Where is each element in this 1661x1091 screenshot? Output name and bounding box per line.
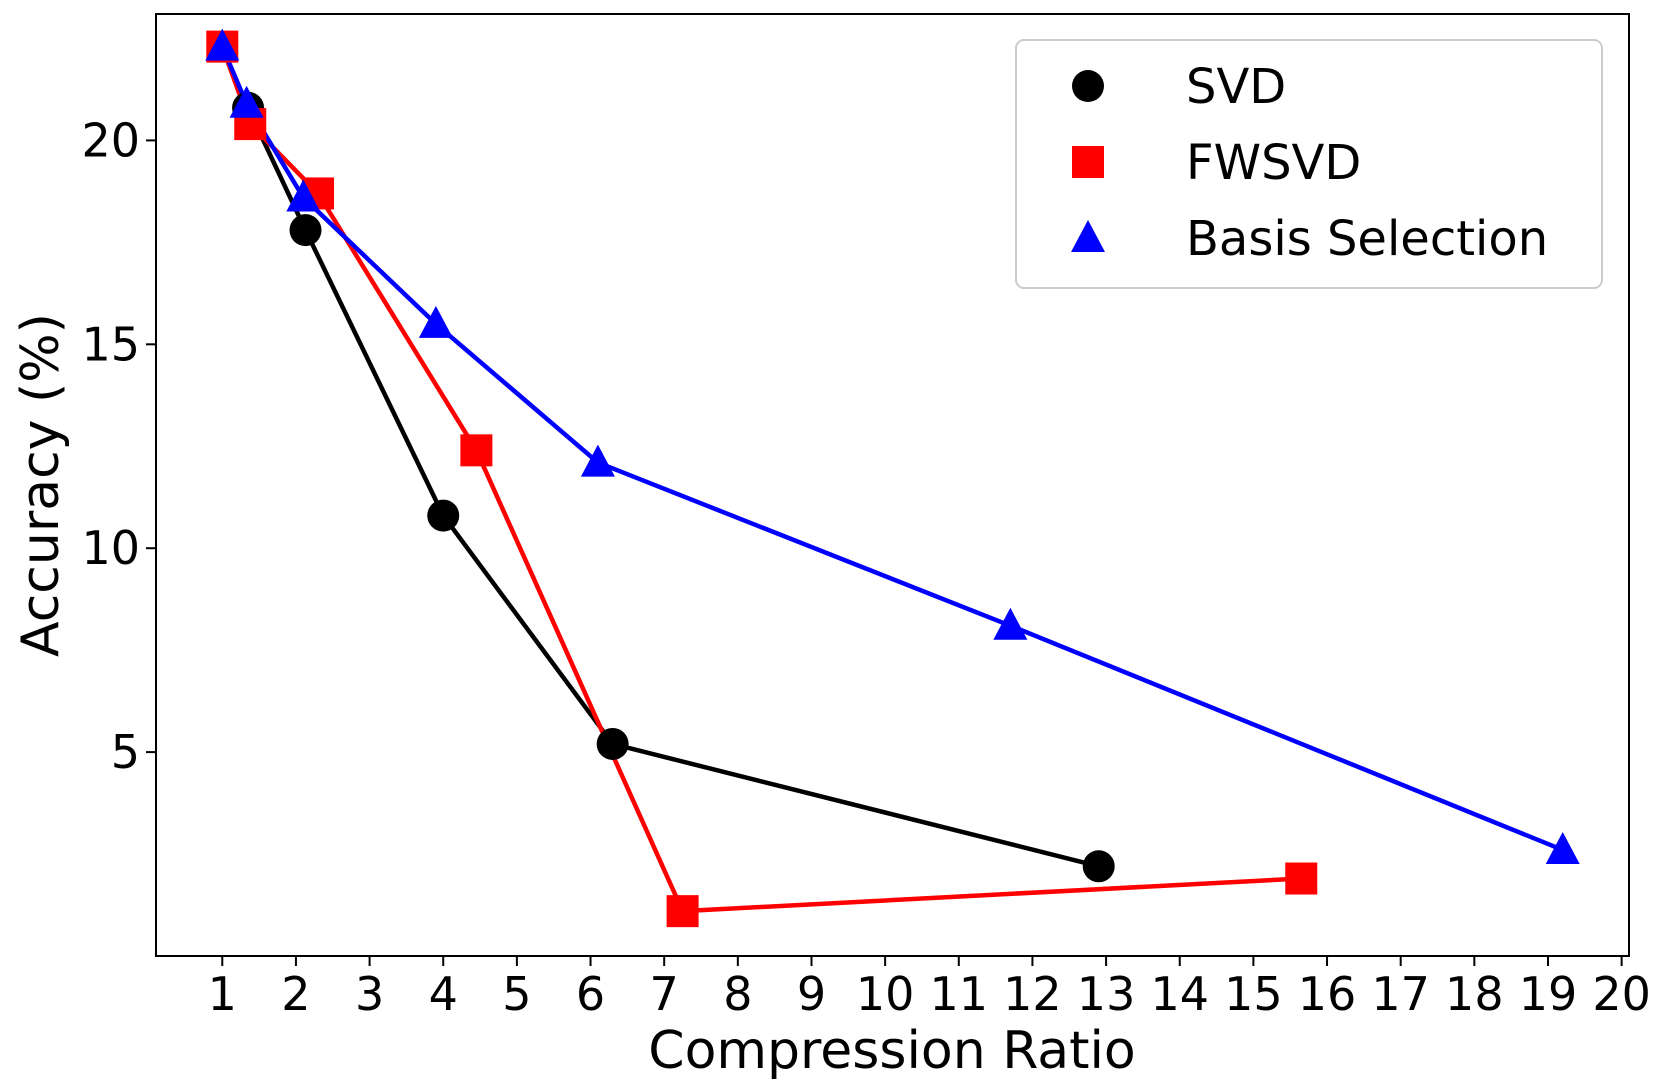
legend-entries: SVD FWSVD Basis Selection <box>1071 59 1548 267</box>
y-tick-label: 10 <box>81 521 140 575</box>
svd-point <box>596 727 629 760</box>
basis-selection-point <box>1545 831 1580 864</box>
svd-point <box>1082 850 1115 883</box>
x-tick-label: 1 <box>208 967 237 1021</box>
x-tick-label: 12 <box>1003 967 1062 1021</box>
y-axis-label: Accuracy (%) <box>11 313 71 657</box>
series-markers <box>205 28 1580 928</box>
x-tick-label: 15 <box>1224 967 1283 1021</box>
x-tick-label: 4 <box>429 967 458 1021</box>
legend-box <box>1015 39 1603 289</box>
basis-selection-point <box>993 607 1028 640</box>
legend-svd-label: SVD <box>1186 59 1286 115</box>
x-tick-label: 6 <box>576 967 605 1021</box>
x-tick-label: 11 <box>930 967 989 1021</box>
x-tick-label: 10 <box>856 967 915 1021</box>
x-axis-label: Compression Ratio <box>648 1021 1135 1081</box>
legend-basis-selection-marker <box>1071 220 1105 252</box>
fwsvd-point <box>666 895 699 928</box>
legend-fwsvd-marker <box>1072 146 1104 178</box>
legend: SVD FWSVD Basis Selection <box>1015 39 1603 289</box>
x-tick-label: 13 <box>1077 967 1136 1021</box>
x-tick-label: 7 <box>650 967 679 1021</box>
y-tick-label: 5 <box>111 725 140 779</box>
basis-selection-point <box>286 179 321 212</box>
legend-svd-marker <box>1072 70 1104 102</box>
y-tick-label: 15 <box>81 317 140 371</box>
x-tick-label: 8 <box>723 967 752 1021</box>
basis-selection-point <box>205 28 240 61</box>
legend-basis-selection-label: Basis Selection <box>1186 211 1548 267</box>
x-axis-ticks: 1 2 3 4 5 6 7 8 9 10 11 12 13 14 15 16 17 18 19 20 <box>208 956 1651 1021</box>
x-tick-label: 2 <box>281 967 310 1021</box>
x-tick-label: 14 <box>1150 967 1209 1021</box>
svd-point <box>289 214 322 247</box>
basis-selection-point <box>418 305 453 338</box>
svd-point <box>427 499 460 532</box>
fwsvd-point <box>460 434 493 467</box>
x-tick-label: 16 <box>1298 967 1357 1021</box>
x-tick-label: 19 <box>1519 967 1578 1021</box>
legend-fwsvd-label: FWSVD <box>1186 135 1361 191</box>
x-tick-label: 5 <box>502 967 531 1021</box>
x-tick-label: 9 <box>797 967 826 1021</box>
basis-selection-point <box>580 444 615 477</box>
x-tick-label: 20 <box>1592 967 1651 1021</box>
fwsvd-point <box>1285 862 1318 895</box>
x-tick-label: 18 <box>1445 967 1504 1021</box>
y-axis-ticks: 5 10 15 20 <box>81 113 156 779</box>
basis-selection-point <box>229 85 264 118</box>
y-tick-label: 20 <box>81 113 140 167</box>
x-tick-label: 17 <box>1371 967 1430 1021</box>
x-tick-label: 3 <box>355 967 384 1021</box>
